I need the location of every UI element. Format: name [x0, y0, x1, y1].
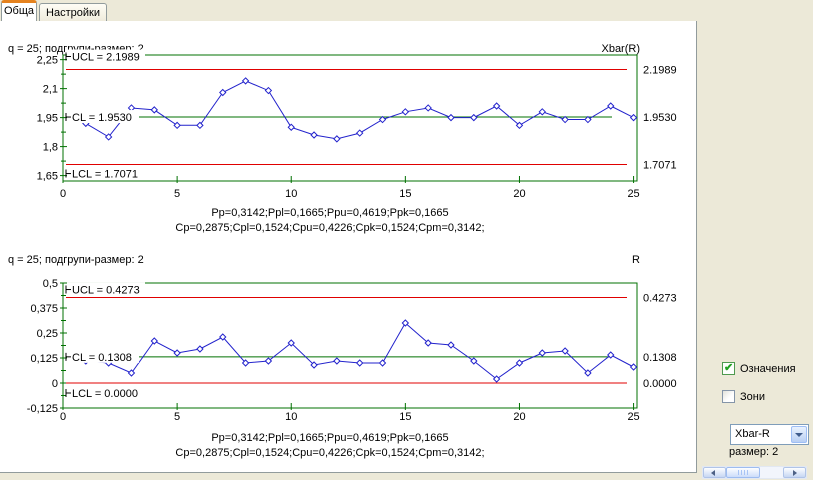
svg-text:1,8: 1,8: [43, 142, 58, 154]
zones-checkbox-label: Зони: [740, 390, 765, 403]
chart-type-dropdown[interactable]: Xbar-R: [730, 424, 809, 445]
svg-text:5: 5: [174, 188, 180, 200]
svg-text:2,25: 2,25: [37, 55, 58, 67]
svg-text:0,125: 0,125: [30, 353, 58, 365]
svg-text:0,5: 0,5: [43, 278, 58, 290]
svg-text:q = 25; подгрупи-размер: 2: q = 25; подгрупи-размер: 2: [8, 254, 144, 266]
svg-text:10: 10: [285, 411, 297, 423]
svg-text:LCL = 1.7071: LCL = 1.7071: [72, 169, 138, 181]
scroll-thumb[interactable]: [726, 467, 760, 478]
svg-text:LCL = 0.0000: LCL = 0.0000: [72, 388, 138, 400]
svg-text:UCL = 2.1989: UCL = 2.1989: [72, 52, 140, 64]
scroll-right-button[interactable]: [783, 467, 806, 478]
tab-obshta[interactable]: Обща: [1, 0, 37, 21]
svg-text:Cp=0,2875;Cpl=0,1524;Cpu=0,422: Cp=0,2875;Cpl=0,1524;Cpu=0,4226;Cpk=0,15…: [175, 222, 484, 234]
zones-checkbox[interactable]: [722, 390, 735, 403]
tab-obshta-label: Обща: [3, 5, 35, 17]
svg-text:1,65: 1,65: [37, 171, 58, 183]
svg-text:2.1989: 2.1989: [643, 65, 677, 77]
svg-text:CL = 1.9530: CL = 1.9530: [72, 112, 132, 124]
svg-text:0: 0: [52, 378, 58, 390]
legend-checkbox[interactable]: [722, 361, 735, 375]
chevron-down-icon[interactable]: [791, 426, 807, 443]
svg-text:0,25: 0,25: [37, 328, 58, 340]
svg-text:0.1308: 0.1308: [643, 352, 677, 364]
svg-text:-0,125: -0,125: [27, 403, 58, 415]
main-panel: q = 25; подгрупи-размер: 2 Xbar(R) 2,25 2,1…: [0, 21, 697, 473]
svg-text:10: 10: [285, 188, 297, 200]
svg-text:15: 15: [399, 188, 411, 200]
svg-text:Cp=0,2875;Cpl=0,1524;Cpu=0,422: Cp=0,2875;Cpl=0,1524;Cpu=0,4226;Cpk=0,15…: [175, 447, 484, 459]
svg-text:20: 20: [513, 411, 525, 423]
svg-text:Pp=0,3142;Ppl=0,1665;Ppu=0,461: Pp=0,3142;Ppl=0,1665;Ppu=0,4619;Ppk=0,16…: [211, 432, 448, 444]
svg-text:0: 0: [60, 411, 66, 423]
svg-text:Xbar(R): Xbar(R): [601, 43, 640, 55]
chart-type-dropdown-value: Xbar-R: [735, 428, 770, 440]
svg-text:25: 25: [627, 411, 639, 423]
tab-bar: Обща Настройки: [0, 0, 813, 21]
scroll-left-button[interactable]: [703, 467, 726, 478]
svg-text:2,1: 2,1: [43, 84, 58, 96]
size-scrollbar[interactable]: [702, 466, 807, 479]
legend-checkbox-row[interactable]: Означения: [722, 361, 796, 375]
tab-nastroyki[interactable]: Настройки: [39, 3, 107, 21]
size-label: размер: 2: [729, 446, 779, 458]
svg-text:1,95: 1,95: [37, 113, 58, 125]
svg-text:0: 0: [60, 188, 66, 200]
r-chart: q = 25; подгрупи-размер: 2 R 0,5 0,375 0,25 0…: [8, 254, 677, 459]
svg-text:0.0000: 0.0000: [643, 378, 677, 390]
xbar-chart: q = 25; подгрупи-размер: 2 Xbar(R)2,252,1…: [8, 43, 677, 234]
svg-text:5: 5: [174, 411, 180, 423]
svg-text:1.7071: 1.7071: [643, 160, 677, 172]
svg-text:CL = 0.1308: CL = 0.1308: [72, 352, 132, 364]
legend-checkbox-label: Означения: [740, 362, 796, 375]
svg-text:UCL = 0.4273: UCL = 0.4273: [72, 285, 140, 297]
svg-text:Pp=0,3142;Ppl=0,1665;Ppu=0,461: Pp=0,3142;Ppl=0,1665;Ppu=0,4619;Ppk=0,16…: [211, 207, 448, 219]
svg-text:1.9530: 1.9530: [643, 112, 677, 124]
svg-text:20: 20: [513, 188, 525, 200]
svg-text:R: R: [632, 254, 640, 266]
svg-text:0.4273: 0.4273: [643, 293, 677, 305]
svg-text:0,375: 0,375: [30, 303, 58, 315]
svg-text:25: 25: [627, 188, 639, 200]
svg-text:15: 15: [399, 411, 411, 423]
zones-checkbox-row[interactable]: Зони: [722, 390, 765, 403]
tab-nastroyki-label: Настройки: [46, 7, 100, 19]
